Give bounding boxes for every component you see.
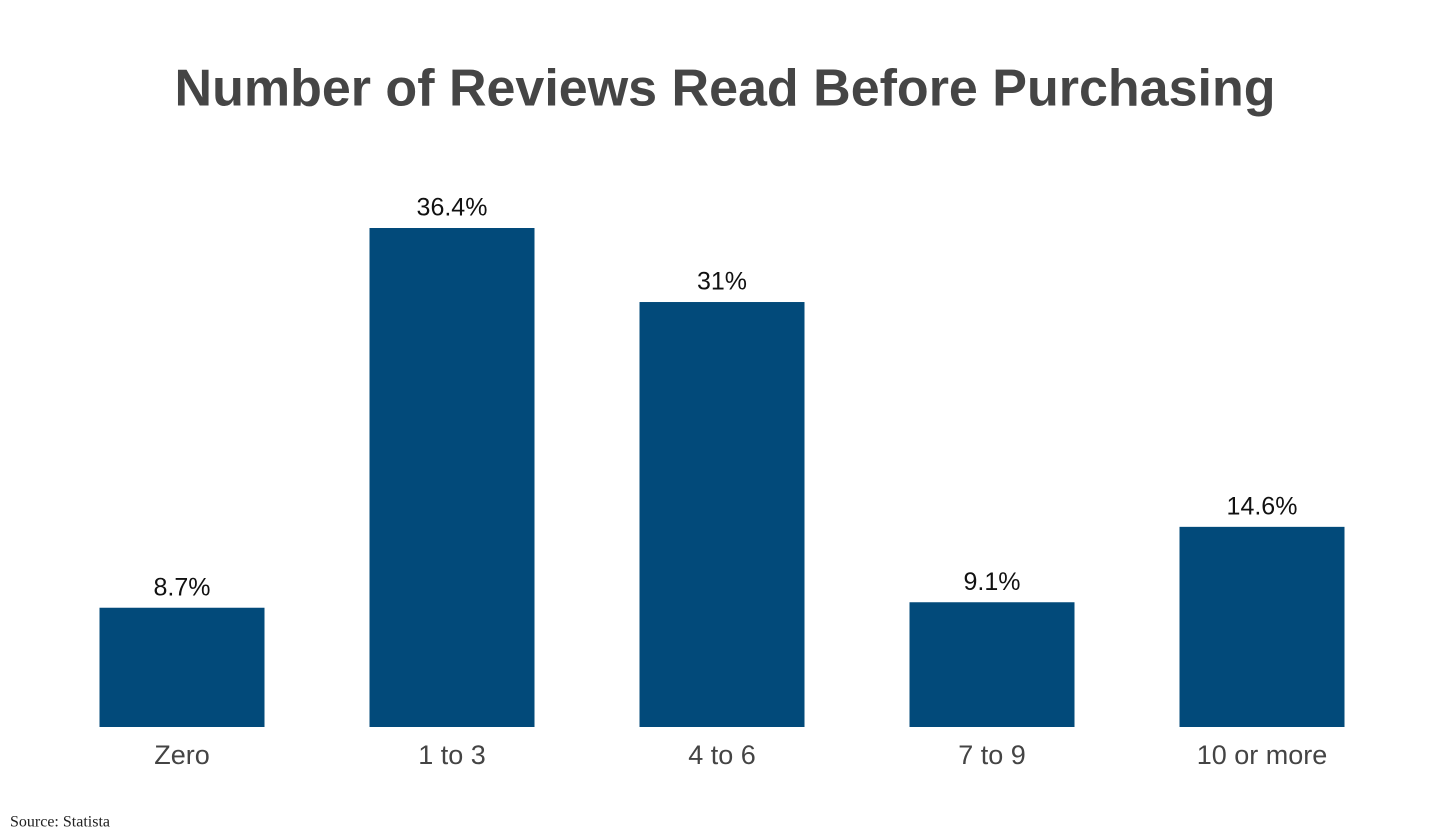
bar: [639, 302, 805, 727]
value-label: 9.1%: [964, 568, 1021, 596]
x-tick-label: 4 to 6: [688, 740, 756, 770]
value-label: 31%: [697, 268, 747, 296]
x-tick-label: 7 to 9: [958, 740, 1026, 770]
x-tick-label: 10 or more: [1197, 740, 1328, 770]
chart-title: Number of Reviews Read Before Purchasing: [175, 60, 1276, 118]
value-label: 14.6%: [1227, 492, 1298, 520]
bar: [369, 228, 535, 727]
x-tick-label: Zero: [154, 740, 210, 770]
bar: [99, 607, 265, 727]
value-label: 36.4%: [417, 194, 488, 222]
x-tick-label: 1 to 3: [418, 740, 486, 770]
bar: [909, 602, 1075, 727]
source: Source: Statista: [10, 814, 110, 831]
bar: [1179, 526, 1345, 727]
value-label: 8.7%: [154, 573, 211, 601]
